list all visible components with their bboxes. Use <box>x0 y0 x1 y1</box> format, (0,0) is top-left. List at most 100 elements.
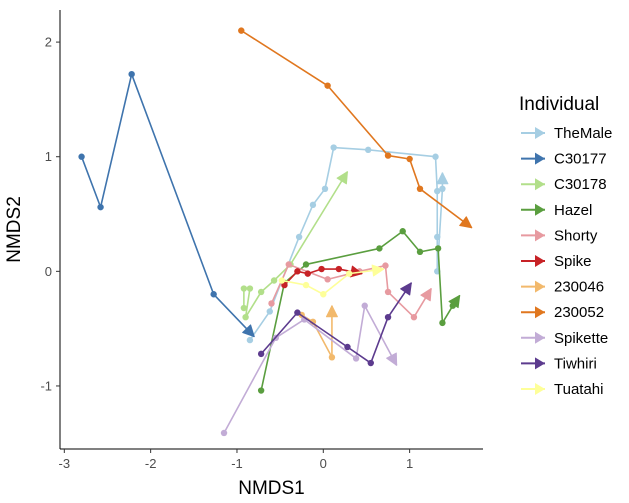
y-ticks: -1 0 1 2 <box>40 35 60 393</box>
data-point <box>295 233 303 241</box>
data-point <box>361 302 368 309</box>
data-point <box>384 313 392 321</box>
legend-item-230052: 230052 <box>521 304 604 321</box>
x-tick-label: 1 <box>406 456 413 471</box>
arrow-head <box>386 352 398 366</box>
legend-label: TheMale <box>554 125 612 142</box>
series-TheMale <box>246 144 449 344</box>
x-ticks: -3 -2 -1 0 1 <box>59 449 413 471</box>
legend-item-TheMale: TheMale <box>521 125 612 142</box>
data-point <box>320 291 327 298</box>
legend-key-arrow <box>535 229 545 242</box>
x-tick-label: -1 <box>231 456 243 471</box>
legend-item-Hazel: Hazel <box>521 202 592 219</box>
data-point <box>294 268 301 275</box>
data-point <box>382 262 389 269</box>
data-point <box>321 185 329 193</box>
data-point <box>324 276 331 283</box>
data-point <box>328 354 336 361</box>
data-point <box>399 228 406 235</box>
data-point <box>97 203 104 211</box>
data-point <box>432 153 439 160</box>
legend-key-arrow <box>535 383 545 395</box>
y-tick-label: -1 <box>40 378 52 393</box>
arrow-head <box>400 282 412 296</box>
legend-item-Spike: Spike <box>521 253 592 270</box>
series-line <box>301 305 333 359</box>
y-tick-label: 0 <box>45 264 52 279</box>
data-point <box>266 308 273 315</box>
legend-key-arrow <box>535 152 545 165</box>
legend-item-Shorty: Shorty <box>521 227 598 244</box>
series-230052 <box>238 27 473 229</box>
legend: Individual TheMale C30177 C30178 Hazel Short… <box>519 94 612 398</box>
legend-item-Spikette: Spikette <box>521 330 608 347</box>
data-point <box>434 233 441 241</box>
data-point <box>238 27 245 34</box>
x-axis-title: NMDS1 <box>238 478 305 499</box>
axes: -3 -2 -1 0 1 -1 0 1 2 NMDS1 NMDS2 <box>4 10 483 499</box>
legend-label: Spikette <box>554 330 608 347</box>
legend-label: C30178 <box>554 176 607 193</box>
series-line <box>240 29 473 229</box>
data-point <box>128 70 135 78</box>
y-tick-label: 2 <box>45 35 52 50</box>
data-point <box>335 265 343 273</box>
data-point <box>384 288 392 296</box>
x-tick-label: 0 <box>320 456 327 471</box>
data-point <box>410 313 418 321</box>
series-layer <box>78 27 473 437</box>
data-point <box>324 82 331 89</box>
data-point <box>257 387 265 394</box>
data-point <box>367 359 374 367</box>
legend-key-arrow <box>535 178 545 191</box>
data-point <box>246 285 254 292</box>
data-point <box>406 155 413 163</box>
data-point <box>257 350 265 358</box>
data-point <box>384 152 392 159</box>
arrow-head <box>448 294 461 309</box>
data-point <box>416 185 424 193</box>
data-point <box>344 343 351 351</box>
data-point <box>240 285 248 292</box>
legend-label: C30177 <box>554 151 607 168</box>
data-point <box>439 319 446 327</box>
legend-key-arrow <box>535 280 545 293</box>
data-point <box>278 277 286 284</box>
arrow-head <box>325 305 338 318</box>
data-point <box>210 291 217 298</box>
series-line <box>260 282 413 364</box>
series-Spike <box>281 265 363 289</box>
data-point <box>257 288 265 296</box>
arrow-head <box>420 288 432 302</box>
series-line <box>223 304 398 434</box>
legend-label: Tuatahi <box>554 381 603 398</box>
legend-label: Spike <box>554 253 592 270</box>
series-Spikette <box>220 302 398 437</box>
legend-item-230046: 230046 <box>521 279 604 296</box>
data-point <box>78 153 85 160</box>
x-tick-label: -2 <box>145 456 157 471</box>
data-point <box>434 187 441 195</box>
y-axis-title: NMDS2 <box>4 196 25 263</box>
x-tick-label: -3 <box>59 456 71 471</box>
data-point <box>294 309 301 316</box>
legend-key-arrow <box>535 127 545 139</box>
legend-key-arrow <box>535 357 545 370</box>
legend-key-arrow <box>535 203 545 216</box>
legend-item-C30177: C30177 <box>521 151 607 168</box>
data-point <box>240 304 248 312</box>
arrow-head <box>336 171 348 185</box>
data-point <box>242 313 249 321</box>
legend-item-C30178: C30178 <box>521 176 607 193</box>
data-point <box>246 336 254 344</box>
data-point <box>439 185 446 193</box>
legend-label: 230052 <box>554 304 604 321</box>
data-point <box>302 281 310 289</box>
data-point <box>416 248 424 256</box>
series-230046 <box>298 305 338 361</box>
series-Tuatahi <box>278 264 385 298</box>
data-point <box>330 144 337 151</box>
